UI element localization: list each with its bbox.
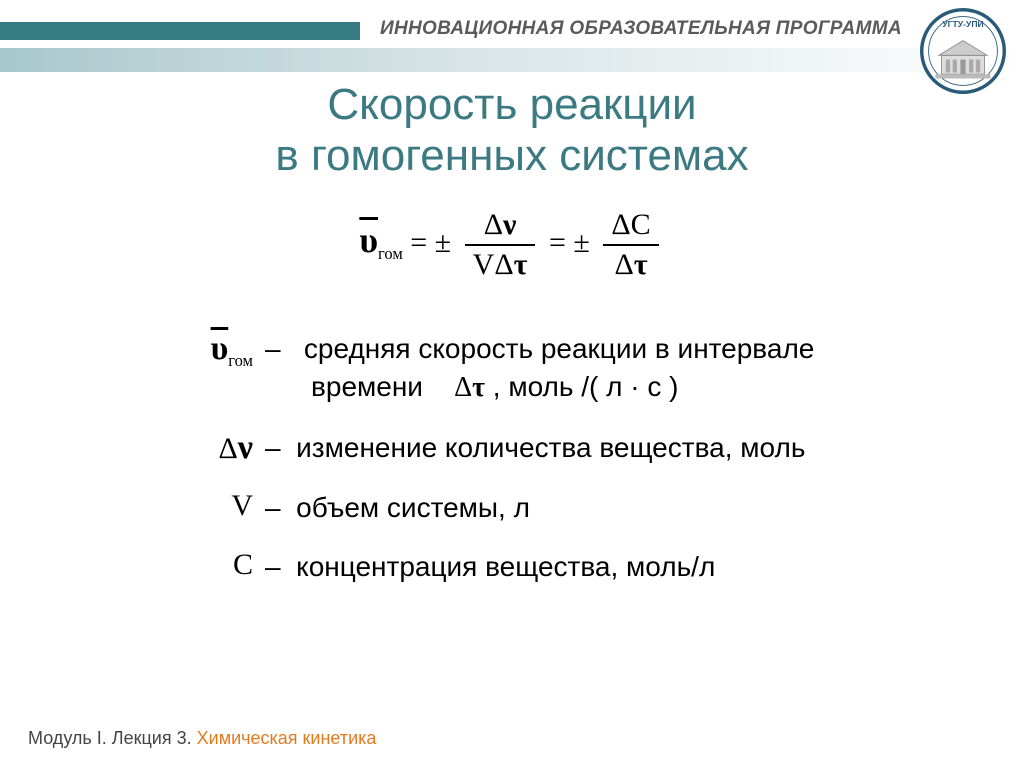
formula-frac2: ΔС Δτ <box>603 208 658 282</box>
def-symbol-c: С <box>150 548 265 582</box>
frac1-den-v: V <box>473 248 495 281</box>
formula-eq2: = ± <box>549 226 597 259</box>
def-c-text: концентрация вещества, моль/л <box>296 551 715 582</box>
title-line-1: Скорость реакции <box>327 80 696 129</box>
frac1-den-delta: Δ <box>494 248 513 281</box>
program-label: ИННОВАЦИОННАЯ ОБРАЗОВАТЕЛЬНАЯ ПРОГРАММА <box>380 18 902 40</box>
header-accent-bar <box>0 22 360 40</box>
footer-module: Модуль I. Лекция 3. <box>28 728 197 748</box>
def-symbol-v: V <box>150 489 265 523</box>
def-nu-text: изменение количества вещества, моль <box>296 432 805 463</box>
frac2-num: ΔС <box>603 208 658 246</box>
def-text-v: – объем системы, л <box>265 489 930 527</box>
footer-topic: Химическая кинетика <box>197 728 377 748</box>
slide-title: Скорость реакции в гомогенных системах <box>0 80 1024 181</box>
def-speed-line2-sym: Δτ <box>454 372 485 403</box>
formula-frac1: Δν VΔτ <box>465 208 536 282</box>
def-v-text: объем системы, л <box>296 492 530 523</box>
def-dash-1: – <box>265 333 281 364</box>
frac1-den-tau: τ <box>514 248 528 281</box>
def-text-c: – концентрация вещества, моль/л <box>265 548 930 586</box>
slide-footer: Модуль I. Лекция 3. Химическая кинетика <box>28 728 376 749</box>
main-formula: υгом = ± Δν VΔτ = ± ΔС Δτ <box>0 208 1024 282</box>
svg-text:УГТУ-УПИ: УГТУ-УПИ <box>942 19 983 29</box>
frac2-den-tau: τ <box>634 248 648 281</box>
def-dash-3: – <box>265 492 281 523</box>
def-speed-line2-suffix: , моль /( л · с ) <box>493 371 679 402</box>
def-row-v: V – объем системы, л <box>150 489 930 527</box>
def-dash-2: – <box>265 432 281 463</box>
frac1-num-delta: Δ <box>484 208 503 241</box>
title-line-2: в гомогенных системах <box>275 131 748 180</box>
def-speed-line2-prefix: времени <box>311 371 423 402</box>
formula-lhs-symbol: υ <box>359 220 378 260</box>
def-text-nu: – изменение количества вещества, моль <box>265 429 930 467</box>
header-gradient-band <box>0 48 1024 72</box>
formula-eq1: = ± <box>410 226 458 259</box>
definitions-block: υгом – средняя скорость реакции в интерв… <box>150 330 930 608</box>
frac1-num-nu: ν <box>503 208 516 241</box>
formula-lhs-sub: гом <box>378 244 403 263</box>
def-row-c: С – концентрация вещества, моль/л <box>150 548 930 586</box>
def-row-speed: υгом – средняя скорость реакции в интерв… <box>150 330 930 407</box>
def-symbol-speed: υгом <box>150 330 265 371</box>
def-symbol-nu: Δν <box>150 429 265 467</box>
frac2-den-delta: Δ <box>614 248 633 281</box>
def-text-speed: – средняя скорость реакции в интервале в… <box>265 330 930 407</box>
def-row-nu: Δν – изменение количества вещества, моль <box>150 429 930 467</box>
def-speed-line1: средняя скорость реакции в интервале <box>304 333 814 364</box>
def-dash-4: – <box>265 551 281 582</box>
